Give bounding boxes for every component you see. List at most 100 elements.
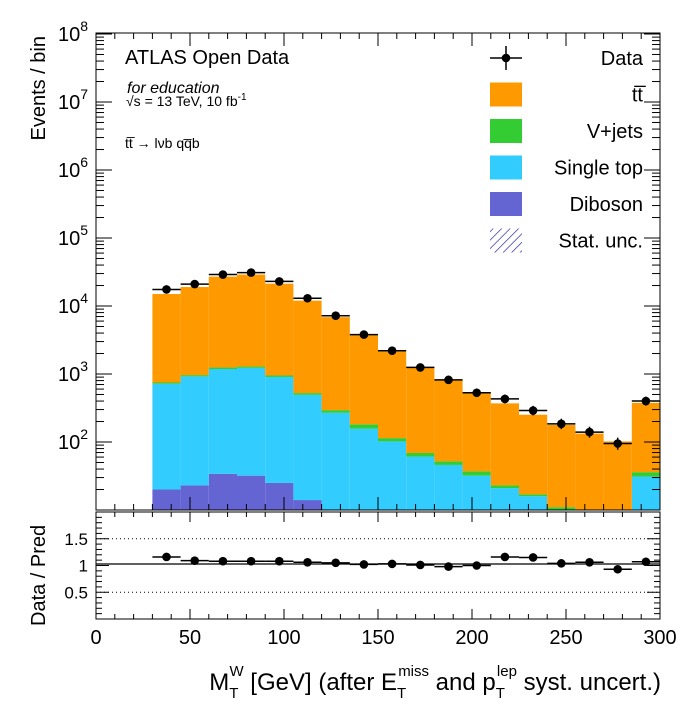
ratio-tick-label: 0.5 (64, 583, 88, 602)
x-label-part: miss (398, 663, 429, 680)
bar-segment (490, 403, 519, 486)
legend-entry: V+jets (490, 119, 643, 143)
legend-entry: Diboson (490, 192, 643, 216)
ratio-point (575, 557, 604, 567)
bar-segment (434, 461, 463, 465)
x-label-part: T (397, 685, 406, 702)
data-point (547, 418, 576, 430)
bar-segment (321, 412, 350, 510)
legend-label: Stat. unc. (559, 231, 644, 253)
ratio-gridlines (96, 538, 660, 593)
bar-segment (631, 476, 660, 510)
bar-segment (265, 376, 294, 483)
x-tick-label: 50 (179, 627, 201, 649)
legend-label: Diboson (570, 194, 643, 216)
bar-segment (237, 475, 266, 510)
bar-segment (547, 424, 576, 508)
bar-segment (378, 438, 407, 442)
bar-segment (237, 366, 266, 368)
bar-segment (265, 283, 294, 376)
y-tick-label: 105 (58, 222, 88, 250)
x-tick-label: 100 (267, 627, 300, 649)
data-point (519, 405, 548, 416)
bar-segment (293, 394, 322, 501)
bar-segment (547, 507, 576, 510)
bar-segment (519, 414, 548, 495)
ratio-point (293, 557, 322, 567)
ratio-point (180, 556, 209, 565)
bar-segment (180, 375, 209, 377)
data-point (603, 437, 632, 450)
bar-segment (321, 317, 350, 411)
ratio-point (406, 560, 435, 570)
ratio-point (631, 557, 660, 567)
bar-segment (180, 287, 209, 376)
x-label-part: W (229, 663, 244, 680)
data-point (349, 330, 378, 339)
ratio-point (547, 559, 576, 568)
y-tick-label: 102 (58, 426, 88, 454)
legend-label: Single top (554, 158, 643, 180)
ratio-frame (95, 511, 661, 620)
y-axis-ticks: 102 103 104 105 106 107 108 (58, 18, 660, 511)
bar-segment (208, 473, 237, 510)
y-tick-label: 104 (58, 290, 88, 318)
data-point (152, 285, 181, 294)
x-label-part: lep (497, 663, 517, 680)
experiment-label: ATLAS Open Data (125, 47, 290, 69)
channel-label: tt̅ → lνb qq̅b (125, 135, 200, 151)
legend-entry: tt̅ (490, 82, 646, 107)
ratio-points (152, 552, 660, 574)
bar-segment (208, 369, 237, 474)
bar-segment (519, 496, 548, 510)
x-label-part: syst. uncert.) (517, 669, 661, 696)
legend: Data tt̅ V+jets Single top Diboson Stat. unc. (490, 46, 646, 253)
bar-segment (434, 380, 463, 462)
stacked-bars (152, 274, 660, 510)
ratio-point (519, 553, 548, 562)
bar-segment (265, 375, 294, 377)
ratio-point (321, 558, 350, 568)
ratio-point (349, 560, 378, 569)
bar-segment (208, 367, 237, 370)
legend-label: Data (601, 48, 644, 70)
energy-lumi-text: √s = 13 TeV, 10 fb (126, 93, 238, 109)
data-point (208, 270, 237, 279)
ratio-point (378, 559, 407, 569)
ratio-point (462, 561, 491, 570)
legend-entry: Stat. unc. (490, 228, 644, 253)
bar-segment (349, 428, 378, 510)
ratio-point (237, 556, 266, 566)
data-point (265, 277, 294, 286)
bar-segment (575, 433, 604, 510)
bar-segment (180, 376, 209, 486)
ratio-tick-label: 1.5 (64, 530, 88, 549)
x-tick-label: 300 (643, 627, 676, 649)
ratio-point (152, 552, 181, 562)
bar-segment (631, 472, 660, 477)
data-point (490, 394, 519, 404)
y-axis-label: Events / bin (28, 36, 50, 141)
x-tick-label: 0 (90, 627, 101, 649)
bar-segment (462, 392, 491, 472)
energy-lumi-sup: -1 (238, 92, 247, 103)
bar-segment (406, 456, 435, 510)
y-tick-label: 108 (58, 18, 88, 46)
bar-segment (519, 494, 548, 497)
ratio-point (603, 564, 632, 574)
ratio-y-label: Data / Pred (28, 525, 50, 626)
bar-segment (180, 485, 209, 510)
data-point (434, 375, 463, 385)
bar-segment (349, 424, 378, 429)
bar-segment (462, 475, 491, 510)
data-point (462, 388, 491, 398)
bar-segment (462, 471, 491, 476)
y-tick-label: 107 (58, 86, 88, 114)
bar-segment (208, 276, 237, 368)
x-label-part: and p (429, 669, 496, 696)
ratio-y-ticks: 0.5 1 1.5 (64, 516, 660, 615)
data-point (180, 279, 209, 289)
data-point (406, 363, 435, 372)
bar-segment (603, 441, 632, 510)
legend-label: V+jets (587, 121, 643, 143)
